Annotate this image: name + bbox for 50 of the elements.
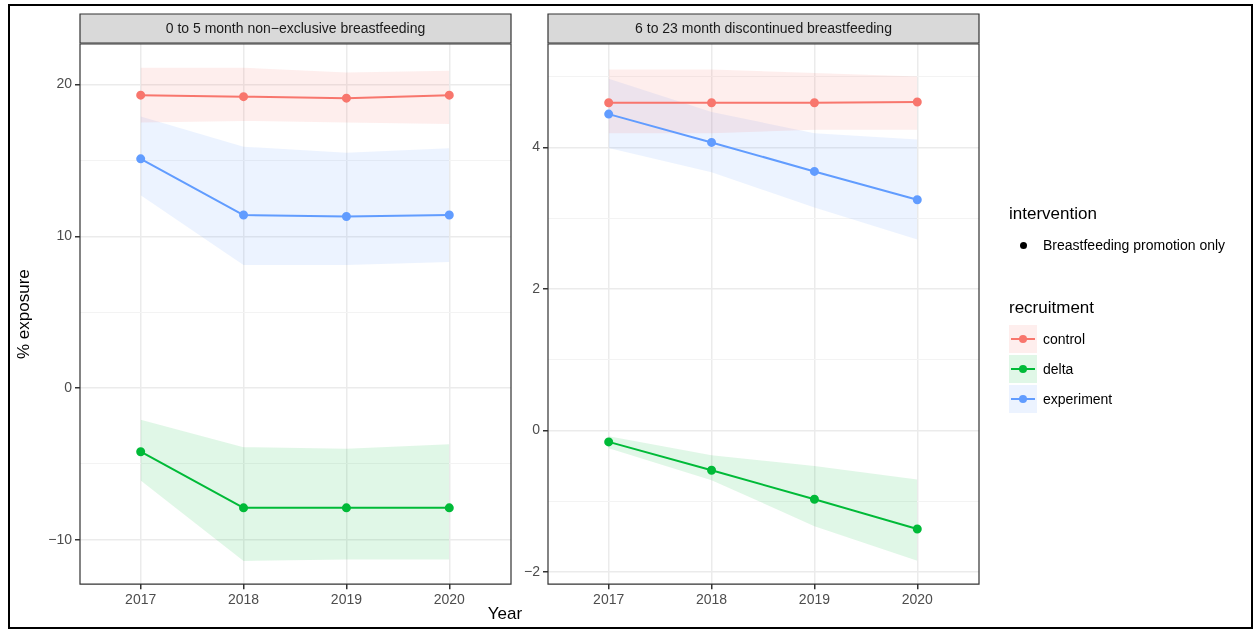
point <box>341 93 351 103</box>
x-tick-label: 2017 <box>125 591 157 608</box>
y-tick-label: 20 <box>56 75 73 92</box>
y-tick-label: 10 <box>56 227 73 244</box>
point <box>912 97 922 107</box>
point <box>444 503 454 513</box>
legend-title: recruitment <box>1009 298 1096 318</box>
x-tick-label: 2017 <box>593 591 625 608</box>
point <box>809 494 819 504</box>
point <box>604 98 614 108</box>
point <box>136 154 146 164</box>
x-tick-label: 2020 <box>433 591 466 608</box>
point <box>604 437 614 447</box>
point <box>239 503 249 513</box>
x-tick-label: 2020 <box>901 591 934 608</box>
y-tick-label: −10 <box>48 530 73 547</box>
point <box>239 210 249 220</box>
y-tick-label: 2 <box>532 279 541 296</box>
y-tick-label: 4 <box>532 138 541 155</box>
legend-label: delta <box>1043 361 1074 377</box>
point <box>707 98 717 108</box>
legend-label: experiment <box>1043 391 1113 407</box>
point <box>707 137 717 147</box>
y-axis-title: % exposure <box>13 269 33 359</box>
y-tick-label: 0 <box>532 421 541 438</box>
point <box>809 166 819 176</box>
point <box>136 90 146 100</box>
text: Breastfeeding promotion only <box>1043 237 1226 253</box>
point <box>239 92 249 102</box>
point <box>136 447 146 457</box>
y-tick-label: 0 <box>64 378 73 395</box>
x-tick-label: 2019 <box>798 591 831 608</box>
x-tick-label: 2018 <box>227 591 260 608</box>
point <box>341 212 351 222</box>
point <box>444 90 454 100</box>
x-axis-title: Year <box>487 604 523 623</box>
point <box>341 503 351 513</box>
chart-title: 6 to 23 month discontinued breastfeeding <box>635 19 892 36</box>
point <box>809 98 819 108</box>
point <box>912 524 922 534</box>
chart-title: 0 to 5 month non−exclusive breastfeeding <box>165 19 426 36</box>
y-tick-label: −2 <box>524 563 541 580</box>
point <box>707 465 717 475</box>
legend-label: control <box>1043 331 1086 347</box>
text: intervention <box>1009 204 1098 224</box>
x-tick-label: 2019 <box>330 591 363 608</box>
point <box>604 109 614 119</box>
point <box>912 195 922 205</box>
point <box>444 210 454 220</box>
x-tick-label: 2018 <box>695 591 728 608</box>
